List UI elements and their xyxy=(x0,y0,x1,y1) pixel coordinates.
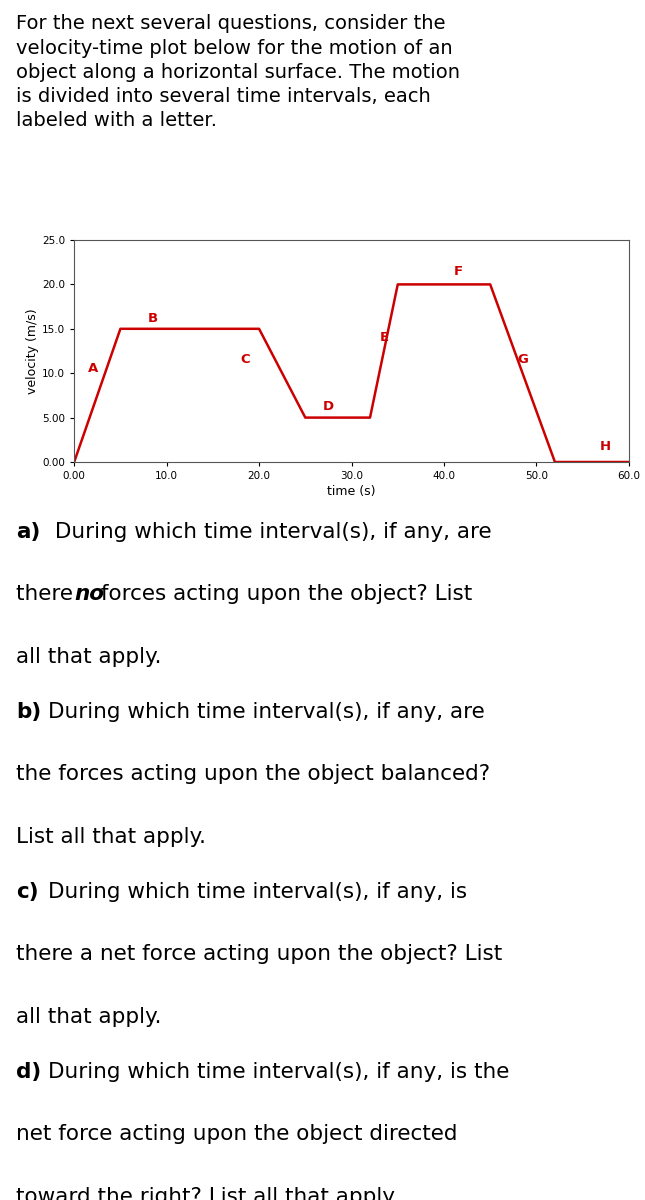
Text: no: no xyxy=(74,584,104,605)
Y-axis label: velocity (m/s): velocity (m/s) xyxy=(26,308,39,394)
Text: there a net force acting upon the object? List: there a net force acting upon the object… xyxy=(16,944,502,965)
Text: List all that apply.: List all that apply. xyxy=(16,827,206,847)
Text: there: there xyxy=(16,584,80,605)
Text: During which time interval(s), if any, is: During which time interval(s), if any, i… xyxy=(48,882,468,902)
Text: toward the right? List all that apply.: toward the right? List all that apply. xyxy=(16,1187,399,1200)
Text: net force acting upon the object directed: net force acting upon the object directe… xyxy=(16,1124,457,1145)
Text: F: F xyxy=(453,264,462,277)
Text: the forces acting upon the object balanced?: the forces acting upon the object balanc… xyxy=(16,764,490,785)
Text: H: H xyxy=(600,439,611,452)
Text: d): d) xyxy=(16,1062,41,1082)
Text: B: B xyxy=(148,312,158,325)
Text: E: E xyxy=(379,331,388,344)
X-axis label: time (s): time (s) xyxy=(327,485,376,498)
Text: D: D xyxy=(323,401,334,414)
Text: C: C xyxy=(241,353,250,366)
Text: G: G xyxy=(517,353,528,366)
Text: A: A xyxy=(88,362,98,376)
Text: all that apply.: all that apply. xyxy=(16,647,162,667)
Text: During which time interval(s), if any, is the: During which time interval(s), if any, i… xyxy=(48,1062,510,1082)
Text: all that apply.: all that apply. xyxy=(16,1007,162,1027)
Text: During which time interval(s), if any, are: During which time interval(s), if any, a… xyxy=(48,702,485,722)
Text: For the next several questions, consider the
velocity-time plot below for the mo: For the next several questions, consider… xyxy=(16,14,460,131)
Text: c): c) xyxy=(16,882,39,902)
Text: b): b) xyxy=(16,702,41,722)
Text: forces acting upon the object? List: forces acting upon the object? List xyxy=(94,584,471,605)
Text: During which time interval(s), if any, are: During which time interval(s), if any, a… xyxy=(48,522,492,542)
Text: a): a) xyxy=(16,522,41,542)
